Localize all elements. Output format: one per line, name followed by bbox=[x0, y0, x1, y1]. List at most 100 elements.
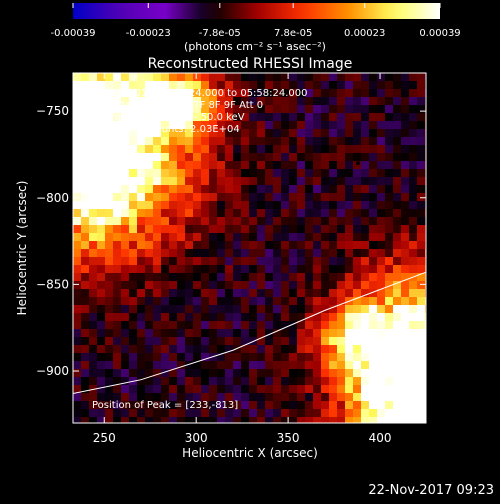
heatmap-cell bbox=[329, 265, 337, 273]
heatmap-cell bbox=[201, 121, 209, 129]
heatmap-cell bbox=[161, 121, 169, 129]
heatmap-cell bbox=[193, 177, 201, 185]
heatmap-cell bbox=[241, 217, 249, 225]
heatmap-cell bbox=[193, 209, 201, 217]
heatmap-cell bbox=[393, 177, 401, 185]
heatmap-cell bbox=[321, 241, 329, 249]
heatmap-cell bbox=[289, 153, 297, 161]
heatmap-cell bbox=[137, 161, 145, 169]
heatmap-cell bbox=[337, 297, 345, 305]
heatmap-cell bbox=[97, 249, 105, 257]
heatmap-cell bbox=[233, 361, 241, 369]
heatmap-cell bbox=[81, 345, 89, 353]
heatmap-cell bbox=[233, 193, 241, 201]
heatmap-cell bbox=[265, 161, 273, 169]
heatmap-cell bbox=[193, 353, 201, 361]
heatmap-cell bbox=[345, 417, 353, 423]
heatmap-cell bbox=[393, 121, 401, 129]
heatmap-cell bbox=[409, 121, 417, 129]
heatmap-cell bbox=[281, 393, 289, 401]
heatmap-cell bbox=[129, 321, 137, 329]
heatmap-cell bbox=[393, 313, 401, 321]
heatmap-cell bbox=[209, 73, 217, 81]
heatmap-cell bbox=[289, 257, 297, 265]
heatmap-cell bbox=[217, 145, 225, 153]
heatmap-cell bbox=[145, 265, 153, 273]
heatmap-cell bbox=[209, 337, 217, 345]
heatmap-cell bbox=[105, 313, 113, 321]
heatmap-cell bbox=[409, 297, 417, 305]
heatmap-cell bbox=[249, 345, 257, 353]
heatmap-cell bbox=[209, 265, 217, 273]
heatmap-cell bbox=[225, 393, 233, 401]
heatmap-cell bbox=[225, 297, 233, 305]
heatmap-cell bbox=[385, 241, 393, 249]
heatmap-cell bbox=[185, 265, 193, 273]
heatmap-cell bbox=[401, 121, 409, 129]
heatmap-cell bbox=[217, 169, 225, 177]
annotation-energy: Energy Range: 25.0 - 50.0 keV bbox=[92, 112, 245, 123]
heatmap-cell bbox=[97, 145, 105, 153]
heatmap-cell bbox=[281, 97, 289, 105]
heatmap-cell bbox=[97, 233, 105, 241]
heatmap-cell bbox=[161, 377, 169, 385]
heatmap-cell bbox=[217, 409, 225, 417]
heatmap-cell bbox=[81, 241, 89, 249]
heatmap-cell bbox=[313, 233, 321, 241]
heatmap-cell bbox=[361, 201, 369, 209]
heatmap-cell bbox=[89, 289, 97, 297]
heatmap-cell bbox=[89, 321, 97, 329]
heatmap-cell bbox=[185, 337, 193, 345]
heatmap-cell bbox=[281, 321, 289, 329]
heatmap-cell bbox=[345, 145, 353, 153]
heatmap-cell bbox=[185, 209, 193, 217]
heatmap-cell bbox=[193, 281, 201, 289]
heatmap-cell bbox=[369, 385, 377, 393]
heatmap-cell bbox=[273, 297, 281, 305]
heatmap-cell bbox=[345, 321, 353, 329]
heatmap-cell bbox=[241, 185, 249, 193]
heatmap-cell bbox=[417, 321, 425, 329]
heatmap-cell bbox=[89, 265, 97, 273]
heatmap-cell bbox=[201, 297, 209, 305]
heatmap-cell bbox=[257, 161, 265, 169]
heatmap-cell bbox=[201, 81, 209, 89]
heatmap-cell bbox=[257, 369, 265, 377]
heatmap-cell bbox=[137, 393, 145, 401]
heatmap-cell bbox=[201, 161, 209, 169]
heatmap-cell bbox=[145, 145, 153, 153]
heatmap-cell bbox=[161, 417, 169, 423]
heatmap-cell bbox=[169, 417, 177, 423]
heatmap-cell bbox=[273, 113, 281, 121]
heatmap-cell bbox=[361, 337, 369, 345]
annotation-block: 15-Jun-2015 05:48:24.000 to 05:58:24.000… bbox=[92, 88, 308, 411]
heatmap-cell bbox=[281, 185, 289, 193]
heatmap-cell bbox=[217, 241, 225, 249]
heatmap-cell bbox=[257, 81, 265, 89]
heatmap-cell bbox=[281, 145, 289, 153]
heatmap-cell bbox=[393, 193, 401, 201]
heatmap-cell bbox=[81, 225, 89, 233]
heatmap-cell bbox=[201, 97, 209, 105]
heatmap-cell bbox=[105, 145, 113, 153]
heatmap-cell bbox=[377, 193, 385, 201]
heatmap-cell bbox=[153, 369, 161, 377]
heatmap-cell bbox=[233, 73, 241, 81]
heatmap-cell bbox=[313, 249, 321, 257]
heatmap-cell bbox=[401, 145, 409, 153]
heatmap-cell bbox=[73, 377, 81, 385]
heatmap-cell bbox=[393, 97, 401, 105]
heatmap-cell bbox=[265, 177, 273, 185]
heatmap-cell bbox=[313, 313, 321, 321]
heatmap-cell bbox=[321, 225, 329, 233]
heatmap-cell bbox=[225, 201, 233, 209]
heatmap-cell bbox=[153, 145, 161, 153]
heatmap-cell bbox=[361, 305, 369, 313]
heatmap-cell bbox=[257, 177, 265, 185]
heatmap-cell bbox=[105, 209, 113, 217]
heatmap-cell bbox=[217, 185, 225, 193]
heatmap-cell bbox=[185, 313, 193, 321]
heatmap-cell bbox=[289, 225, 297, 233]
heatmap-cell bbox=[121, 177, 129, 185]
heatmap-cell bbox=[145, 361, 153, 369]
